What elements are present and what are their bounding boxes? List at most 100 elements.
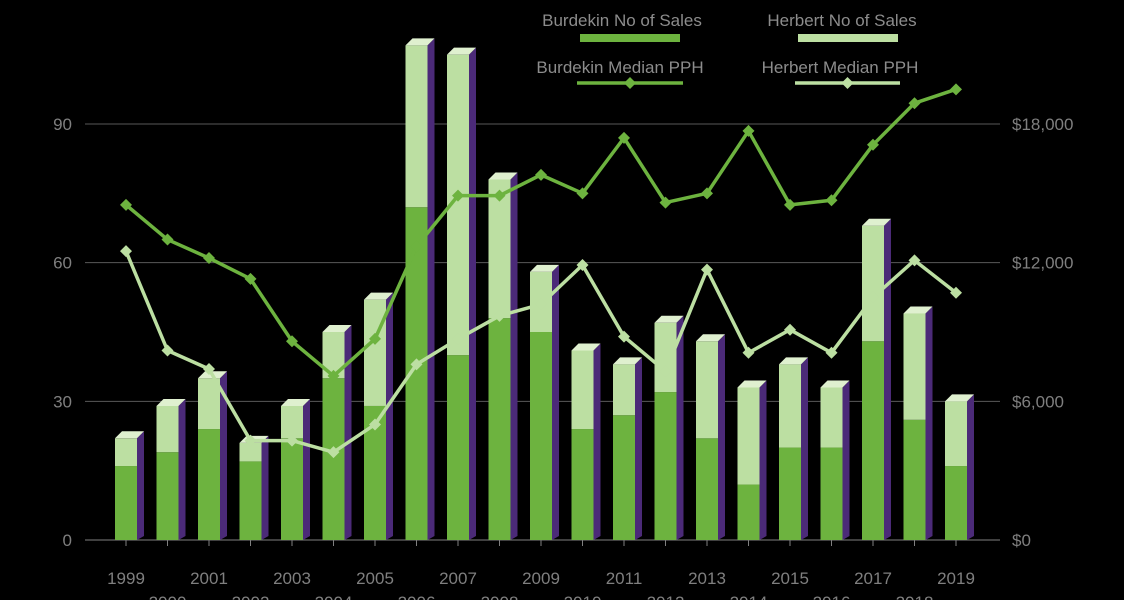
- y-left-tick-label: 30: [53, 392, 72, 411]
- bar-segment: [198, 378, 220, 430]
- bar-side: [593, 343, 601, 540]
- data-point: [369, 332, 381, 345]
- bar-side: [967, 394, 974, 540]
- y-right-tick-label: $0: [1012, 531, 1031, 550]
- legend-label: Herbert No of Sales: [767, 11, 916, 30]
- bar-top: [779, 357, 808, 365]
- bar-segment: [488, 318, 511, 540]
- x-tick-label: 2018: [896, 593, 934, 600]
- y-left-tick-label: 90: [53, 115, 72, 134]
- data-point: [659, 365, 672, 378]
- x-tick-label: 2007: [439, 569, 477, 588]
- data-point: [659, 196, 672, 209]
- bar-segment: [322, 332, 345, 379]
- data-point: [784, 323, 796, 336]
- bar-segment: [945, 466, 967, 540]
- legend-marker: [841, 77, 854, 89]
- x-tick-label: 2010: [564, 593, 602, 600]
- bar-segment: [571, 350, 594, 430]
- x-tick-label: 2008: [481, 593, 519, 600]
- legend-label: Burdekin No of Sales: [542, 11, 702, 30]
- bar-side: [303, 398, 310, 540]
- bar-side: [220, 371, 227, 540]
- y-right-tick-label: $12,000: [1012, 254, 1073, 273]
- x-tick-label: 2004: [315, 593, 353, 600]
- data-point: [742, 124, 755, 137]
- data-point: [908, 254, 921, 267]
- x-tick-label: 2002: [232, 593, 270, 600]
- bar-top: [156, 398, 186, 406]
- bar-segment: [447, 355, 469, 540]
- bar-side: [635, 357, 642, 540]
- data-point: [742, 346, 755, 359]
- data-point: [825, 346, 838, 359]
- legend-label: Herbert Median PPH: [762, 58, 919, 77]
- x-tick-label: 2014: [730, 593, 768, 600]
- x-tick-label: 2003: [273, 569, 311, 588]
- legend-label: Burdekin Median PPH: [536, 58, 703, 77]
- data-point: [410, 240, 423, 253]
- data-point: [950, 286, 962, 299]
- bar-side: [261, 435, 269, 540]
- axes: 0306090$0$6,000$12,000$18,00019992000200…: [53, 115, 1073, 600]
- legend-swatch: [798, 34, 898, 42]
- data-point: [701, 187, 713, 200]
- bar-top: [530, 264, 559, 272]
- bar-side: [759, 380, 767, 540]
- bar-segment: [364, 405, 386, 540]
- data-point: [286, 434, 298, 447]
- data-point: [244, 272, 257, 285]
- data-point: [161, 233, 174, 246]
- y-left-tick-label: 0: [63, 531, 72, 550]
- bar-segment: [737, 387, 760, 485]
- bar-side: [925, 306, 933, 540]
- x-tick-label: 1999: [107, 569, 145, 588]
- data-point: [327, 369, 340, 382]
- bar-segment: [156, 452, 179, 540]
- x-tick-label: 2013: [688, 569, 726, 588]
- bar-top: [488, 172, 518, 180]
- data-point: [784, 198, 796, 211]
- bar-segment: [654, 322, 677, 393]
- y-right-tick-label: $18,000: [1012, 115, 1073, 134]
- data-point: [825, 194, 838, 207]
- bar-side: [842, 380, 850, 540]
- bar-segment: [198, 429, 220, 540]
- bar-segment: [571, 429, 594, 540]
- x-tick-label: 2015: [771, 569, 809, 588]
- bar-segment: [115, 466, 137, 540]
- bar-segment: [779, 364, 801, 448]
- bar-segment: [779, 447, 801, 540]
- data-point: [244, 434, 257, 447]
- bar-segment: [281, 405, 303, 439]
- bar-top: [115, 431, 144, 439]
- bar-segment: [820, 387, 843, 448]
- bar-top: [613, 357, 642, 365]
- bar-segment: [281, 438, 303, 540]
- bar-top: [903, 306, 933, 314]
- bar-side: [552, 264, 559, 540]
- legend-marker: [624, 77, 636, 89]
- data-point: [576, 187, 589, 200]
- bar-segment: [820, 447, 843, 540]
- bar-segment: [405, 45, 428, 208]
- data-point: [203, 252, 215, 265]
- bar-segment: [447, 54, 469, 356]
- data-point: [493, 189, 506, 202]
- bar-top: [447, 47, 476, 55]
- bar-side: [386, 292, 393, 540]
- data-point: [908, 97, 921, 110]
- bar-segment: [696, 438, 718, 540]
- bar-top: [820, 380, 850, 388]
- x-tick-label: 2012: [647, 593, 685, 600]
- data-point: [120, 245, 132, 258]
- x-tick-label: 2011: [606, 569, 643, 588]
- bar-segment: [737, 484, 760, 540]
- data-point: [867, 291, 879, 304]
- bar-segment: [862, 225, 884, 342]
- bar-segment: [862, 341, 884, 540]
- bar-segment: [115, 438, 137, 467]
- bar-segment: [156, 405, 179, 453]
- bar-side: [510, 172, 518, 540]
